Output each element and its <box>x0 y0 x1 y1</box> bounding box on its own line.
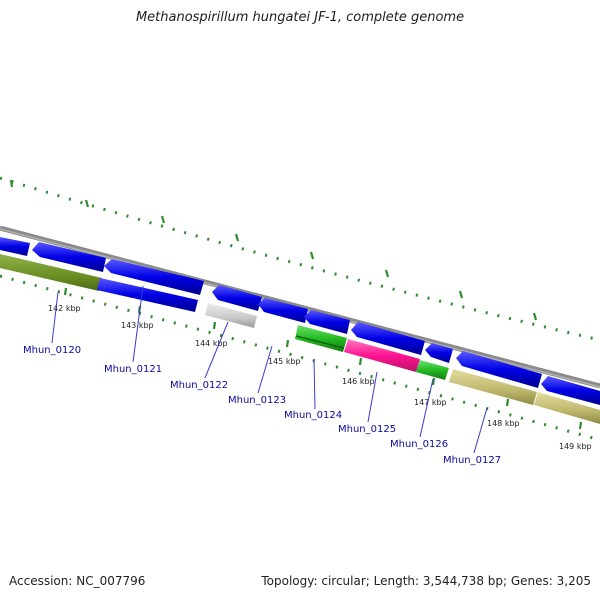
gene-label[interactable]: Mhun_0121 <box>104 364 162 375</box>
tick-label: 148 kbp <box>487 419 520 428</box>
grey-feature[interactable] <box>205 303 257 328</box>
cds-feature[interactable] <box>258 298 308 323</box>
khaki-feature[interactable] <box>449 369 537 405</box>
cds-feature[interactable] <box>212 285 262 311</box>
topology-summary: Topology: circular; Length: 3,544,738 bp… <box>261 574 591 588</box>
tick-label: 147 kbp <box>414 398 447 407</box>
tick-label: 142 kbp <box>48 304 81 313</box>
tick-label: 146 kbp <box>342 377 375 386</box>
gene-label[interactable]: Mhun_0124 <box>284 410 342 421</box>
cds-feature[interactable] <box>104 259 204 295</box>
gene-label[interactable]: Mhun_0120 <box>23 345 81 356</box>
gene-label[interactable]: Mhun_0127 <box>443 455 501 466</box>
tick-label: 149 kbp <box>559 442 592 451</box>
accession-text: Accession: NC_007796 <box>9 574 146 588</box>
gene-label[interactable]: Mhun_0123 <box>228 395 286 406</box>
olive-feature[interactable] <box>0 254 102 291</box>
khaki-feature[interactable] <box>534 392 600 424</box>
magenta-feature[interactable] <box>344 339 420 372</box>
cds-feature[interactable] <box>541 376 600 405</box>
gene-label[interactable]: Mhun_0125 <box>338 424 396 435</box>
cds-feature[interactable] <box>97 278 198 312</box>
map-title: Methanospirillum hungatei JF-1, complete… <box>135 10 465 25</box>
tick-label: 145 kbp <box>268 357 301 366</box>
tick-label: 144 kbp <box>195 339 228 348</box>
gene-leader-lines <box>51 285 488 454</box>
cds-feature[interactable] <box>351 322 425 355</box>
cds-feature[interactable] <box>0 237 30 256</box>
outer-tick-scale <box>0 176 600 342</box>
feature-track-lower <box>0 254 600 424</box>
outer-major-ticks <box>9 179 538 321</box>
outer-minor-ticks <box>0 176 600 342</box>
cds-feature[interactable] <box>456 351 542 388</box>
gene-label[interactable]: Mhun_0122 <box>170 380 228 391</box>
cds-feature[interactable] <box>304 310 350 334</box>
feature-edge <box>295 335 345 349</box>
cds-track-upper <box>0 237 600 405</box>
genome-backbone <box>0 225 600 389</box>
cds-feature[interactable] <box>32 242 106 272</box>
green-feature[interactable] <box>416 360 449 380</box>
cds-feature[interactable] <box>425 343 453 363</box>
gene-label[interactable]: Mhun_0126 <box>390 439 448 450</box>
gene-labels: Mhun_0120 Mhun_0121 Mhun_0122 Mhun_0123 … <box>23 345 501 466</box>
